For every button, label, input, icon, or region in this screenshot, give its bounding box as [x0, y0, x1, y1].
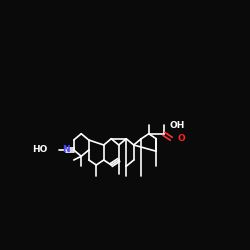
Text: OH: OH: [170, 120, 186, 130]
Text: N: N: [62, 146, 70, 154]
Text: HO: HO: [32, 146, 48, 154]
Text: O: O: [178, 134, 185, 143]
